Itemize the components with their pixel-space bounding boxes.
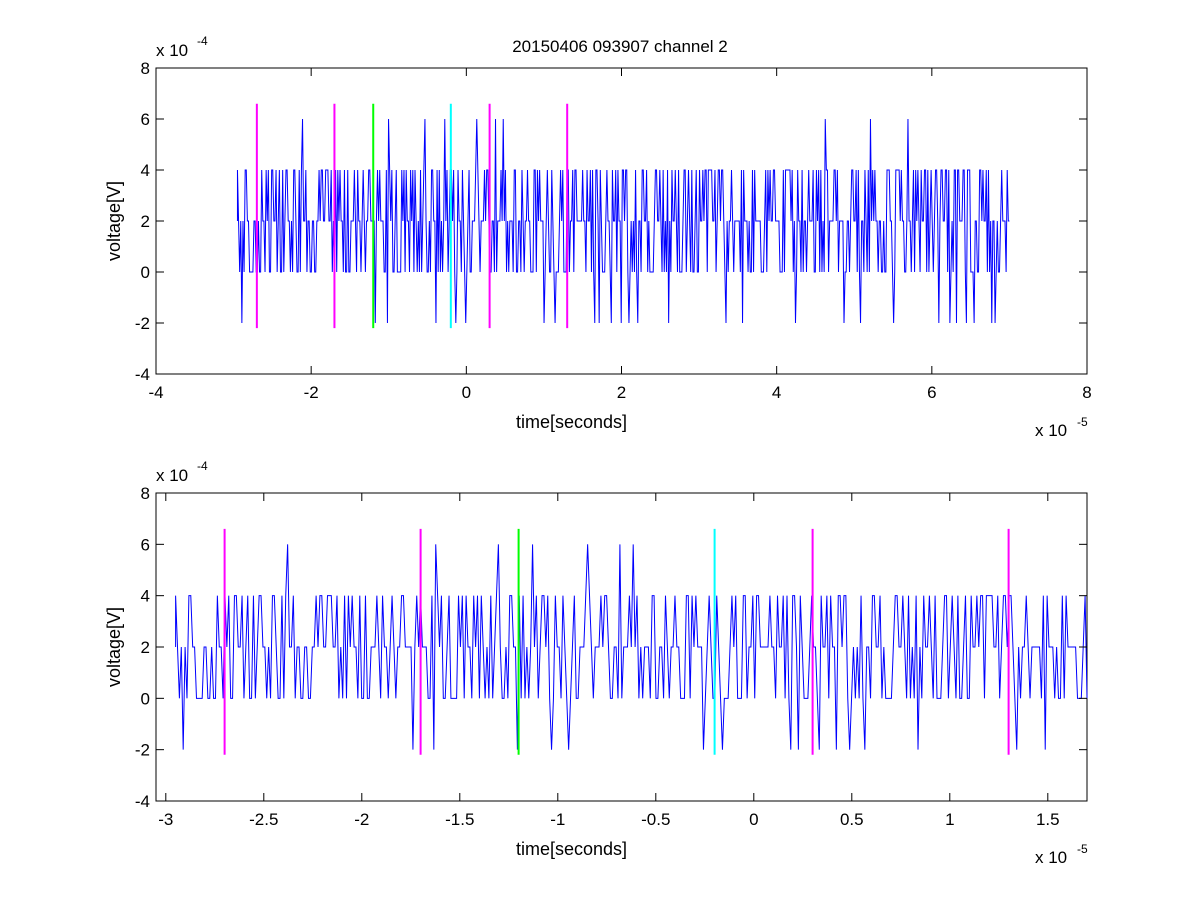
top-x-axis-label: time[seconds]: [516, 412, 627, 432]
bottom-y-tick-label: -2: [135, 741, 150, 760]
plot-bottom: -3 -2.5 -2 -1.5 -1 -0.5 0 0.5 1 1.5 -4 -2 0 2 4 6 8 time[…: [104, 459, 1088, 867]
top-y-tick-label: -2: [135, 314, 150, 333]
top-y-tick-label: 4: [141, 161, 150, 180]
bottom-y-tick-label: 8: [141, 484, 150, 503]
bottom-x-tick-label: -1: [550, 810, 565, 829]
bottom-x-tick-label: -3: [158, 810, 173, 829]
bottom-signal-trace: [175, 544, 1088, 750]
top-x-tick-label: 2: [617, 383, 626, 402]
bottom-x-tick-label: -1.5: [445, 810, 474, 829]
bottom-x-tick-label: -0.5: [641, 810, 670, 829]
top-y-tick-label: 0: [141, 263, 150, 282]
bottom-x-tick-label: 1.5: [1036, 810, 1060, 829]
bottom-x-tick-label: 1: [945, 810, 954, 829]
bottom-y-axis-label: voltage[V]: [104, 607, 124, 687]
top-signal-trace: [236, 118, 1010, 324]
top-y-tick-label: 6: [141, 110, 150, 129]
top-y-tick-label: 2: [141, 212, 150, 231]
top-y-axis-label: voltage[V]: [104, 181, 124, 261]
bottom-y-tick-label: 6: [141, 535, 150, 554]
bottom-x-multiplier: x 10: [1035, 848, 1067, 867]
top-x-tick-label: -2: [304, 383, 319, 402]
bottom-x-tick-label: -2.5: [249, 810, 278, 829]
bottom-x-axis-label: time[seconds]: [516, 839, 627, 859]
bottom-x-tick-label: 0: [749, 810, 758, 829]
top-x-tick-label: 8: [1082, 383, 1091, 402]
top-y-tick-label: 8: [141, 59, 150, 78]
bottom-x-exponent: -5: [1077, 842, 1088, 856]
top-x-tick-label: 6: [927, 383, 936, 402]
bottom-y-exponent: -4: [197, 459, 208, 473]
bottom-x-tick-label: 0.5: [840, 810, 864, 829]
plot-top: -4 -2 0 2 4 6 8 -4 -2 0 2 4 6 8 time[seconds] voltage[V…: [104, 34, 1092, 440]
top-y-exponent: -4: [197, 34, 208, 48]
bottom-y-tick-label: 2: [141, 638, 150, 657]
top-x-tick-label: 0: [462, 383, 471, 402]
top-x-multiplier: x 10: [1035, 421, 1067, 440]
top-y-tick-label: -4: [135, 365, 150, 384]
top-x-exponent: -5: [1077, 415, 1088, 429]
top-y-multiplier: x 10: [156, 41, 188, 60]
bottom-y-tick-label: -4: [135, 792, 150, 811]
bottom-x-tick-label: -2: [354, 810, 369, 829]
bottom-y-tick-label: 0: [141, 689, 150, 708]
top-x-tick-label: 4: [772, 383, 781, 402]
bottom-y-tick-label: 4: [141, 587, 150, 606]
top-x-tick-label: -4: [148, 383, 163, 402]
figure-title: 20150406 093907 channel 2: [512, 37, 728, 56]
bottom-y-multiplier: x 10: [156, 466, 188, 485]
